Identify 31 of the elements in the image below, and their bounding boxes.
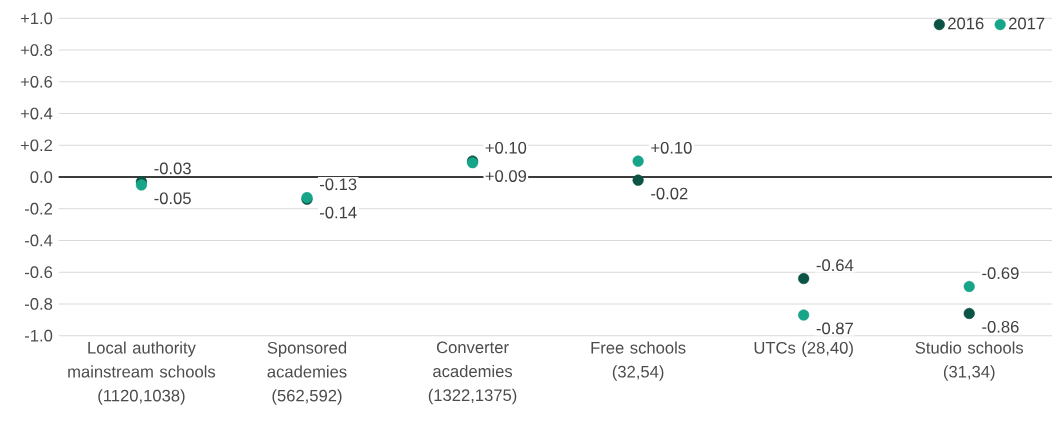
data-label: +0.10 [651,141,692,154]
data-label: -0.02 [651,187,688,200]
x-tick-label: Sponsored academies (562,592) [267,341,347,405]
data-label: +0.10 [485,141,527,154]
y-tick-label: +1.0 [20,12,53,25]
y-tick-label: 0.0 [30,171,53,183]
data-label: -0.03 [154,162,191,175]
y-tick-label: -0.6 [24,266,53,279]
data-label: -0.13 [320,178,357,191]
y-tick-label: -0.4 [24,234,53,247]
y-tick-label: +0.2 [20,139,53,152]
y-tick-label: -0.2 [24,202,53,215]
x-tick-label: Free schools (32,54) [591,341,686,381]
x-tick-label: UTCs (28,40) [754,341,853,357]
data-label: -0.64 [816,259,854,272]
legend-label: 2016 [948,17,984,30]
y-tick-label: +0.6 [20,75,53,88]
y-tick-label: -0.8 [24,298,53,310]
y-tick-label: +0.8 [20,44,53,56]
y-tick-label: -1.0 [24,329,53,342]
legend-label: 2017 [1009,17,1045,30]
data-label: -0.14 [320,206,357,219]
data-label: +0.09 [485,170,527,182]
data-label: -0.05 [154,192,191,205]
data-label: -0.69 [982,267,1019,280]
x-tick-label: Converter academies (1322,1375) [428,341,517,405]
x-tick-label: Local authority mainstream schools (1120,1038) [68,341,216,405]
data-label: -0.86 [982,320,1019,333]
y-tick-label: +0.4 [20,107,53,120]
data-label: -0.87 [816,322,853,335]
x-tick-label: Studio schools (31,34) [915,341,1024,381]
